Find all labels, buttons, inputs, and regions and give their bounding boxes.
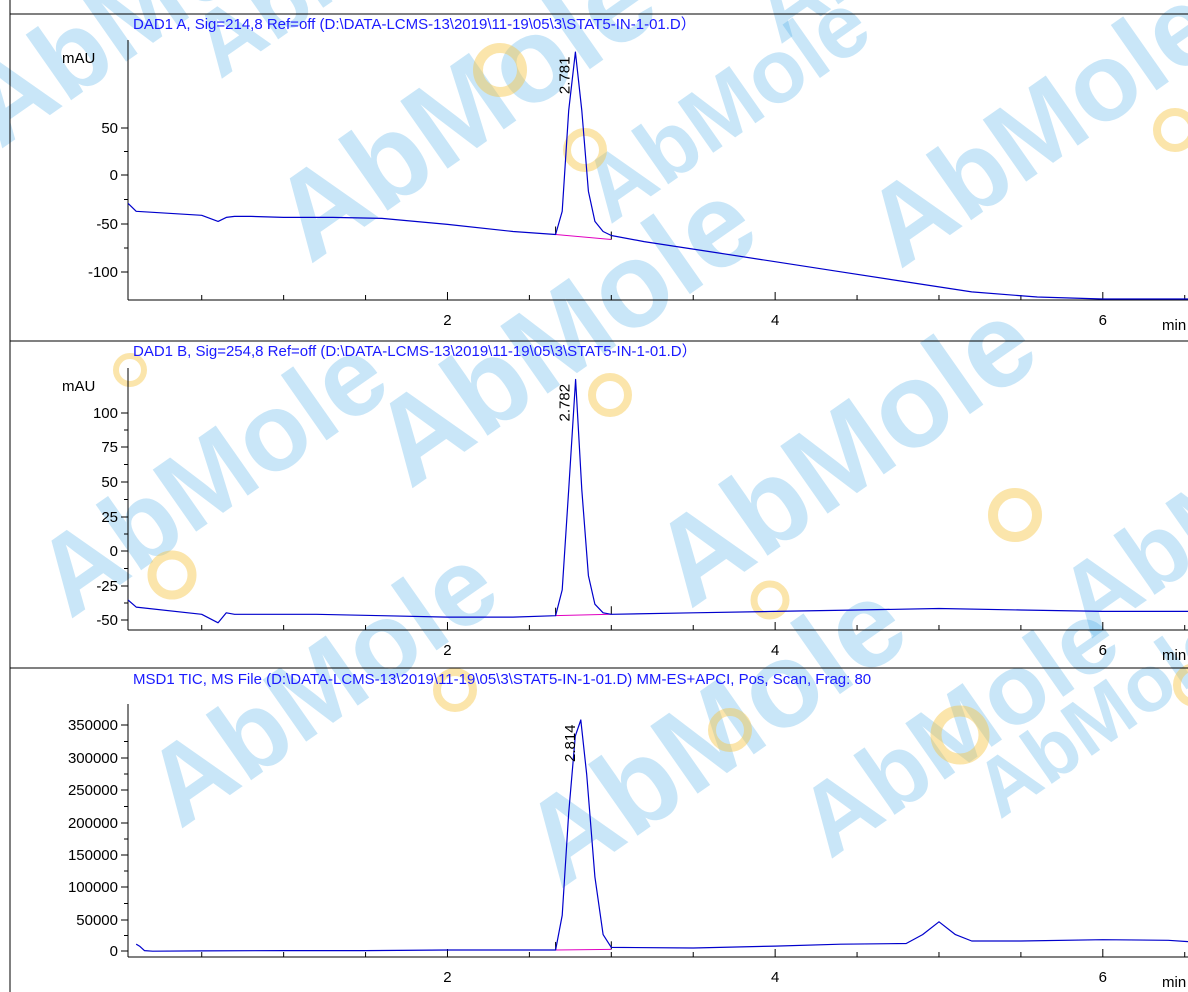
watermark-ring xyxy=(988,488,1042,542)
y-tick-label: 300000 xyxy=(68,750,118,767)
y-tick-label: 250000 xyxy=(68,782,118,799)
peak-retention-label: 2.781 xyxy=(556,57,573,95)
watermark-ring xyxy=(433,668,477,712)
chart-panel-2: DAD1 B, Sig=254,8 Ref=off (D:\DATA-LCMS-… xyxy=(10,340,1188,664)
watermark-ring xyxy=(588,373,632,417)
watermark-ring xyxy=(750,580,790,620)
watermark-ring xyxy=(473,43,527,97)
y-tick-label: 50 xyxy=(101,120,118,137)
watermark-ring xyxy=(1153,108,1188,152)
y-tick-label: 0 xyxy=(110,943,118,960)
y-tick-label: -100 xyxy=(88,264,118,281)
chromatogram-trace xyxy=(128,51,1188,300)
chromatogram-trace xyxy=(128,378,1188,624)
watermark-ring xyxy=(113,353,147,387)
y-tick-label: 100000 xyxy=(68,879,118,896)
y-tick-label: -25 xyxy=(96,578,118,595)
x-tick-label: 4 xyxy=(771,969,779,986)
watermark-ring xyxy=(930,705,990,765)
watermark-layer: AbMoleAbMoleAbMoleAbMoleAbMoleAbMoleAbMo… xyxy=(0,0,1188,911)
y-tick-label: 100 xyxy=(93,405,118,422)
y-tick-label: 150000 xyxy=(68,847,118,864)
watermark-ring xyxy=(147,550,197,600)
x-axis-unit-label: min xyxy=(1162,974,1186,991)
y-tick-label: 75 xyxy=(101,439,118,456)
x-tick-label: 4 xyxy=(771,312,779,329)
y-tick-label: 50000 xyxy=(76,912,118,929)
y-tick-label: -50 xyxy=(96,612,118,629)
panel-title: DAD1 B, Sig=254,8 Ref=off (D:\DATA-LCMS-… xyxy=(133,343,697,360)
watermark-ring xyxy=(563,128,607,172)
x-tick-label: 2 xyxy=(443,642,451,659)
y-axis-unit-label: mAU xyxy=(62,50,95,67)
y-tick-label: 0 xyxy=(110,167,118,184)
y-tick-label: 50 xyxy=(101,474,118,491)
panel-title: MSD1 TIC, MS File (D:\DATA-LCMS-13\2019\… xyxy=(133,671,871,688)
watermark-ring xyxy=(1173,664,1188,706)
x-tick-label: 6 xyxy=(1099,642,1107,659)
peak-retention-label: 2.782 xyxy=(557,384,574,422)
x-tick-label: 6 xyxy=(1099,969,1107,986)
y-axis-unit-label: mAU xyxy=(62,378,95,395)
y-tick-label: 200000 xyxy=(68,815,118,832)
watermark-logo: AbMole xyxy=(843,0,1188,290)
watermark-ring xyxy=(708,708,752,752)
peak-retention-label: 2.814 xyxy=(562,724,579,762)
y-tick-label: 0 xyxy=(110,543,118,560)
integration-baseline xyxy=(555,948,612,951)
y-tick-label: -50 xyxy=(96,216,118,233)
x-tick-label: 2 xyxy=(443,969,451,986)
chart-panel-1: DAD1 A, Sig=214,8 Ref=off (D:\DATA-LCMS-… xyxy=(10,13,1188,334)
y-tick-label: 350000 xyxy=(68,717,118,734)
chart-panel-3: MSD1 TIC, MS File (D:\DATA-LCMS-13\2019\… xyxy=(10,667,1188,991)
x-axis-unit-label: min xyxy=(1162,647,1186,664)
x-tick-label: 2 xyxy=(443,312,451,329)
x-tick-label: 6 xyxy=(1099,312,1107,329)
panel-title: DAD1 A, Sig=214,8 Ref=off (D:\DATA-LCMS-… xyxy=(133,16,696,33)
y-tick-label: 25 xyxy=(101,509,118,526)
chart-panels: DAD1 A, Sig=214,8 Ref=off (D:\DATA-LCMS-… xyxy=(9,0,1188,992)
x-tick-label: 4 xyxy=(771,642,779,659)
integration-baseline xyxy=(555,233,612,241)
x-axis-unit-label: min xyxy=(1162,317,1186,334)
integration-baseline xyxy=(555,613,612,617)
chromatogram-trace xyxy=(135,719,1188,952)
